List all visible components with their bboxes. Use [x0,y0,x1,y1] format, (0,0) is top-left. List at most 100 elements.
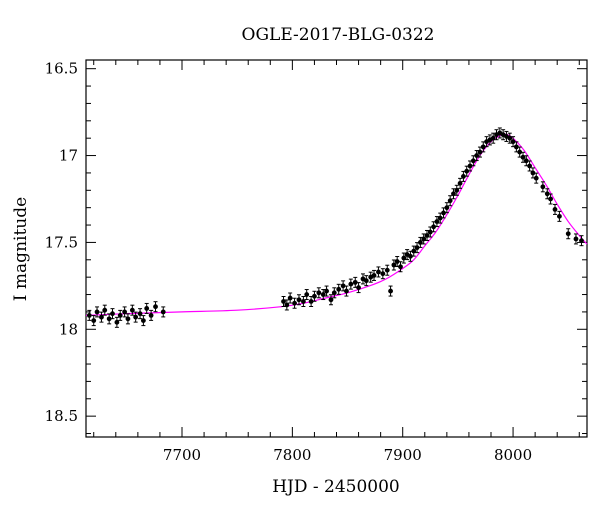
data-marker [464,168,470,174]
data-marker [437,215,443,221]
y-tick-label: 17.5 [45,233,78,251]
data-point [398,261,403,273]
data-marker [110,311,115,317]
x-axis-label: HJD - 2450000 [272,477,400,497]
data-marker [424,233,430,238]
data-marker [408,253,413,259]
data-marker [102,307,108,313]
data-point [99,311,104,323]
y-tick-label: 18 [59,320,78,338]
data-point [417,236,423,248]
plot-frame [85,59,588,438]
data-point [296,294,302,306]
data-marker [344,288,349,294]
data-point [86,309,92,321]
data-point [424,229,430,241]
data-marker [384,267,390,273]
data-point [579,235,584,247]
data-marker [573,236,579,242]
data-marker [454,187,460,193]
data-point [153,301,158,313]
data-marker [461,174,466,179]
data-marker [308,299,314,304]
data-marker [122,309,128,315]
data-point [117,309,123,321]
data-point [316,287,322,299]
data-point [557,210,562,222]
y-tick-label: 17 [59,147,78,165]
data-point [281,295,286,307]
data-marker [352,279,358,285]
data-marker [474,153,480,158]
data-marker [557,213,562,219]
x-tick-label: 7900 [384,446,422,464]
data-marker [304,292,310,297]
data-point [102,304,108,316]
data-point [324,285,329,297]
data-marker [340,283,346,289]
data-marker [447,198,453,204]
data-marker [99,314,104,320]
data-marker [287,295,293,301]
data-marker [401,255,407,261]
data-point [444,202,450,214]
data-point [507,132,513,144]
data-point [573,233,579,245]
data-point [533,172,539,184]
axis-ticks [86,60,587,437]
data-marker [467,163,473,169]
data-marker [470,158,476,164]
data-point [391,259,397,271]
data-marker [86,312,92,318]
y-tick-label: 16.5 [45,60,78,78]
data-point [320,289,326,301]
data-marker [391,262,397,268]
data-marker [527,163,533,169]
data-points [86,127,584,328]
data-marker [544,191,550,197]
data-marker [388,288,393,294]
data-point [125,313,131,325]
data-marker [520,154,526,160]
data-point [287,292,293,304]
data-point [140,315,146,327]
data-marker [480,144,486,150]
data-point [434,216,440,228]
data-marker [380,271,386,277]
data-marker [91,318,97,323]
data-point [137,308,143,320]
data-point [380,268,386,280]
data-point [447,195,453,207]
data-point [363,275,369,287]
data-point [110,308,115,320]
data-point [129,304,135,316]
data-point [300,295,306,307]
y-tick-label: 18.5 [45,407,78,425]
data-marker [444,205,450,211]
data-marker [451,191,456,197]
data-marker [552,207,558,212]
data-point [401,252,407,264]
data-point [348,278,354,290]
data-point [160,306,166,318]
x-tick-label: 7700 [163,446,201,464]
data-point [520,151,526,163]
data-marker [376,269,381,275]
data-marker [328,297,334,303]
data-point [497,127,503,139]
data-point [421,233,427,245]
data-marker [336,286,342,292]
data-marker [140,318,146,323]
data-marker [296,297,302,303]
data-marker [153,304,158,310]
data-marker [441,210,446,216]
data-marker [530,170,536,176]
data-marker [300,299,306,304]
data-marker [565,231,571,237]
tick-labels: 7700 7800 7900 8000 16.5 17 17.5 18 18.5 [45,60,533,464]
data-marker [517,149,523,155]
x-tick-label: 8000 [494,446,532,464]
data-marker [160,309,166,315]
data-point [457,177,463,189]
